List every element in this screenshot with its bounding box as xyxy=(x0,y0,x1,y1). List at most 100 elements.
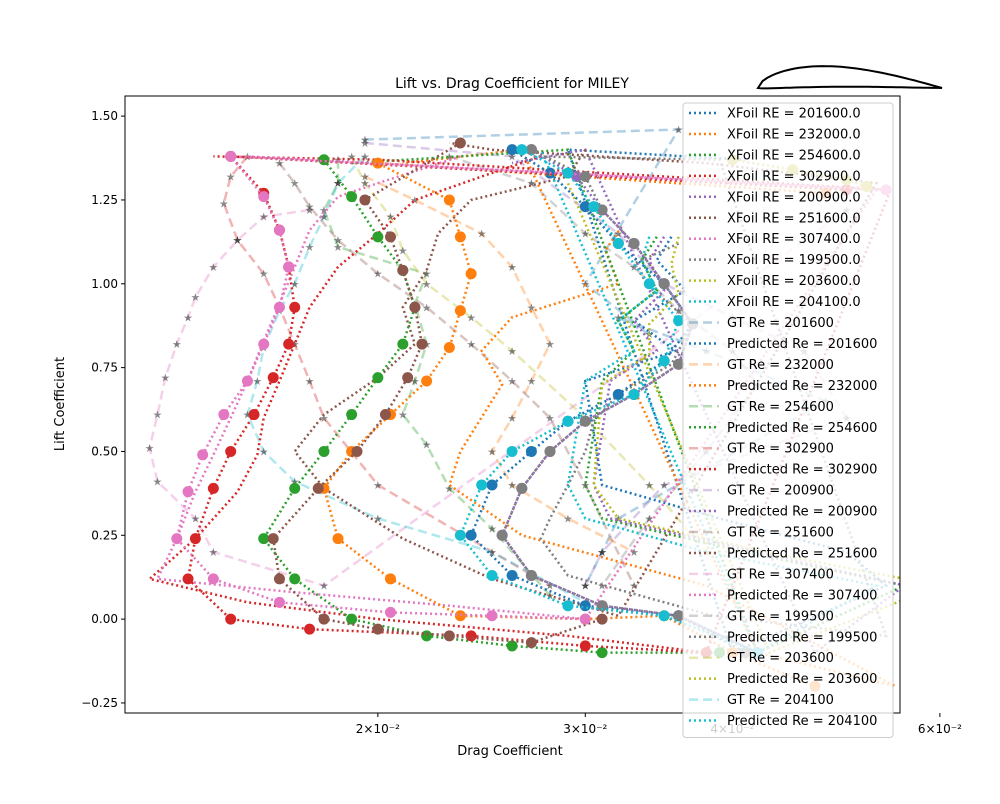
xfoil-line-re-199500 xyxy=(531,155,888,638)
gt-point-re-307400: ★ xyxy=(183,311,193,324)
predicted-point-re-254600 xyxy=(346,409,358,421)
predicted-point-re-302900 xyxy=(465,630,477,642)
legend-label: XFoil RE = 201600.0 xyxy=(727,107,861,122)
gt-point-re-232000: ★ xyxy=(410,194,420,207)
gt-point-re-232000: ★ xyxy=(507,479,517,492)
legend-label: GT Re = 302900 xyxy=(727,442,834,457)
predicted-point-re-251600 xyxy=(359,194,371,206)
predicted-point-re-251600 xyxy=(402,372,414,384)
gt-point-re-203600: ★ xyxy=(398,244,408,257)
y-tick-label: 1.00 xyxy=(91,277,118,291)
gt-point-re-302900: ★ xyxy=(226,170,236,183)
predicted-point-re-307400 xyxy=(273,224,285,236)
predicted-point-re-254600 xyxy=(346,191,358,203)
legend-label: GT Re = 200900 xyxy=(727,484,834,499)
x-tick-label: 2×10⁻² xyxy=(356,722,400,736)
gt-point-re-302900: ★ xyxy=(319,412,329,425)
x-tick-label: 3×10⁻² xyxy=(563,722,607,736)
predicted-point-re-201600 xyxy=(612,388,624,400)
gt-point-re-204100: ★ xyxy=(290,278,300,291)
gt-point-re-232000: ★ xyxy=(629,546,639,559)
predicted-point-re-204100 xyxy=(612,238,624,250)
predicted-point-re-302900 xyxy=(267,372,279,384)
gt-point-re-200900: ★ xyxy=(613,227,623,240)
predicted-point-re-232000 xyxy=(443,194,455,206)
y-axis-label: Lift Coefficient xyxy=(53,357,68,451)
legend-label: GT Re = 232000 xyxy=(727,358,834,373)
gt-point-re-251600: ★ xyxy=(466,338,476,351)
predicted-point-re-199500 xyxy=(596,204,608,216)
gt-point-re-201600: ★ xyxy=(597,546,607,559)
predicted-point-re-302900 xyxy=(289,301,301,313)
predicted-point-re-251600 xyxy=(397,264,409,276)
predicted-point-re-199500 xyxy=(673,358,685,370)
gt-line-re-203600 xyxy=(350,155,708,553)
gt-point-re-302900: ★ xyxy=(259,268,269,281)
gt-point-re-251600: ★ xyxy=(305,201,315,214)
predicted-line-re-232000 xyxy=(322,161,826,688)
gt-point-re-302900: ★ xyxy=(219,197,229,210)
legend-label: XFoil RE = 199500.0 xyxy=(727,253,861,268)
xfoil-line-re-204100 xyxy=(539,149,880,655)
gt-point-re-204100: ★ xyxy=(333,177,343,190)
gt-point-re-251600: ★ xyxy=(275,157,285,170)
predicted-point-re-251600 xyxy=(379,409,391,421)
gt-point-re-232000: ★ xyxy=(477,227,487,240)
airfoil-outline xyxy=(756,65,943,90)
gt-point-re-307400: ★ xyxy=(233,234,243,247)
predicted-point-re-307400 xyxy=(273,596,285,608)
predicted-point-re-204100 xyxy=(506,445,518,457)
predicted-point-re-307400 xyxy=(258,338,270,350)
xfoil-line-re-201600 xyxy=(566,148,889,655)
gt-point-re-203600: ★ xyxy=(386,211,396,224)
y-tick-label: 0.75 xyxy=(91,361,118,375)
predicted-point-re-254600 xyxy=(397,338,409,350)
gt-point-re-307400: ★ xyxy=(172,338,182,351)
y-tick-label: 0.00 xyxy=(91,612,118,626)
gt-point-re-204100: ★ xyxy=(373,513,383,526)
xfoil-line-re-251600 xyxy=(293,141,879,618)
gt-point-re-307400: ★ xyxy=(319,580,329,593)
predicted-line-re-199500 xyxy=(500,148,746,654)
predicted-point-re-251600 xyxy=(273,573,285,585)
legend: XFoil RE = 201600.0 XFoil RE = 232000.0 XF… xyxy=(682,102,894,738)
legend-label: XFoil RE = 254600.0 xyxy=(727,148,861,163)
gt-point-re-200900: ★ xyxy=(507,150,517,163)
predicted-point-re-251600 xyxy=(312,482,324,494)
legend-label: Predicted Re = 204100 xyxy=(727,714,877,729)
gt-point-re-200900: ★ xyxy=(659,479,669,492)
gt-point-re-199500: ★ xyxy=(526,177,536,190)
predicted-point-re-232000 xyxy=(443,341,455,353)
predicted-point-re-204100 xyxy=(628,388,640,400)
gt-point-re-204100: ★ xyxy=(290,476,300,489)
gt-point-re-232000: ★ xyxy=(526,375,536,388)
predicted-point-re-251600 xyxy=(416,338,428,350)
gt-point-re-307400: ★ xyxy=(208,261,218,274)
gt-point-re-200900: ★ xyxy=(360,137,370,150)
legend-label: GT Re = 203600 xyxy=(727,651,834,666)
gt-point-re-204100: ★ xyxy=(243,409,253,422)
predicted-point-re-302900 xyxy=(225,613,237,625)
y-tick-label: 0.25 xyxy=(91,528,118,542)
predicted-point-re-307400 xyxy=(241,375,253,387)
legend-label: GT Re = 251600 xyxy=(727,526,834,541)
gt-point-re-201600: ★ xyxy=(360,134,370,147)
gt-point-re-201600: ★ xyxy=(674,124,684,137)
legend-label: GT Re = 201600 xyxy=(727,316,834,331)
legend-label: GT Re = 199500 xyxy=(727,609,834,624)
gt-point-re-251600: ★ xyxy=(580,479,590,492)
predicted-point-re-199500 xyxy=(596,600,608,612)
predicted-point-re-199500 xyxy=(516,482,528,494)
y-tick-label: 1.25 xyxy=(91,193,118,207)
gt-point-re-254600: ★ xyxy=(422,268,432,281)
legend-label: XFoil RE = 200900.0 xyxy=(727,190,861,205)
predicted-point-re-232000 xyxy=(454,231,466,243)
gt-point-re-307400: ★ xyxy=(145,442,155,455)
gt-point-re-307400: ★ xyxy=(305,204,315,217)
predicted-point-re-204100 xyxy=(658,610,670,622)
legend-label: Predicted Re = 302900 xyxy=(727,463,877,478)
predicted-point-re-204100 xyxy=(476,479,488,491)
predicted-point-re-204100 xyxy=(658,355,670,367)
predicted-point-re-251600 xyxy=(372,623,384,635)
y-tick-label: −0.25 xyxy=(81,696,118,710)
